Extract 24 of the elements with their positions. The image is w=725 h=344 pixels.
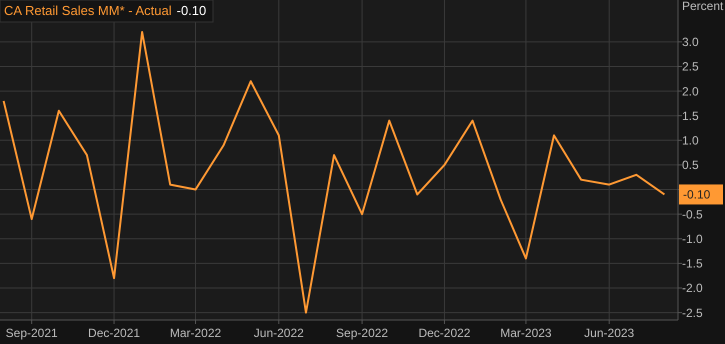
y-tick-label: 1.0 [682, 134, 700, 148]
y-tick-label: 0.5 [682, 158, 700, 172]
x-tick-label: Mar-2023 [500, 326, 552, 340]
y-tick-label: 2.0 [682, 84, 700, 98]
y-tick-label: -1.0 [682, 232, 704, 246]
y-tick-label: -2.5 [682, 306, 704, 320]
x-tick-label: Dec-2022 [418, 326, 471, 340]
y-axis-title: Percent [682, 0, 724, 13]
y-tick-label: -2.0 [682, 281, 704, 296]
text: -0.10 [683, 188, 711, 202]
x-tick-label: Sep-2021 [6, 326, 58, 340]
y-tick-label: 2.5 [682, 60, 700, 74]
y-tick-label: -1.5 [682, 256, 704, 271]
y-tick-label: 1.5 [682, 108, 700, 123]
x-tick-label: Jun-2022 [254, 326, 304, 340]
x-tick-label: Dec-2021 [88, 326, 140, 340]
y-tick-label: -0.5 [682, 207, 704, 222]
annotation: -0.10 [176, 3, 206, 18]
x-tick-label: Sep-2022 [336, 326, 388, 340]
chart-title: CA Retail Sales MM* - Actual [4, 3, 172, 18]
x-tick-label: Mar-2022 [170, 326, 222, 340]
line-series [2, 31, 666, 314]
y-tick-label: 3.0 [682, 35, 700, 50]
x-tick-label: Jun-2023 [584, 326, 635, 340]
